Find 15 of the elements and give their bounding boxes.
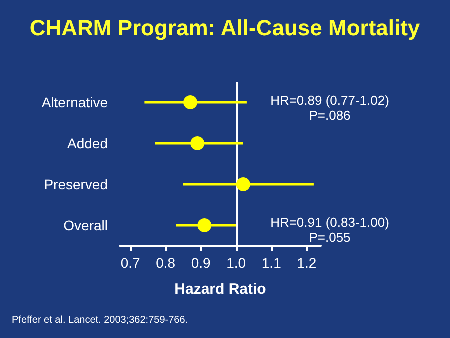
- x-tick-label: 0.9: [191, 255, 212, 271]
- y-tick-label: Overall: [64, 218, 108, 234]
- y-tick-label: Alternative: [42, 94, 108, 110]
- x-tick-label: 1.2: [297, 255, 317, 271]
- chart-title: CHARM Program: All-Cause Mortality: [30, 16, 421, 40]
- y-tick-label: Preserved: [44, 176, 108, 192]
- x-tick-label: 1.1: [262, 255, 282, 271]
- x-axis-title: Hazard Ratio: [174, 281, 266, 298]
- x-tick-label: 0.8: [156, 255, 176, 271]
- x-tick-label: 0.7: [120, 255, 141, 271]
- x-tick-label: 1.0: [226, 255, 246, 271]
- y-tick-label: Added: [68, 136, 108, 152]
- annotation: HR=0.89 (0.77-1.02) P=.086: [270, 93, 390, 123]
- text: Pfeffer et al. Lancet. 2003;362:759-766.: [12, 315, 188, 326]
- annotation: HR=0.91 (0.83-1.00) P=.055: [270, 215, 390, 245]
